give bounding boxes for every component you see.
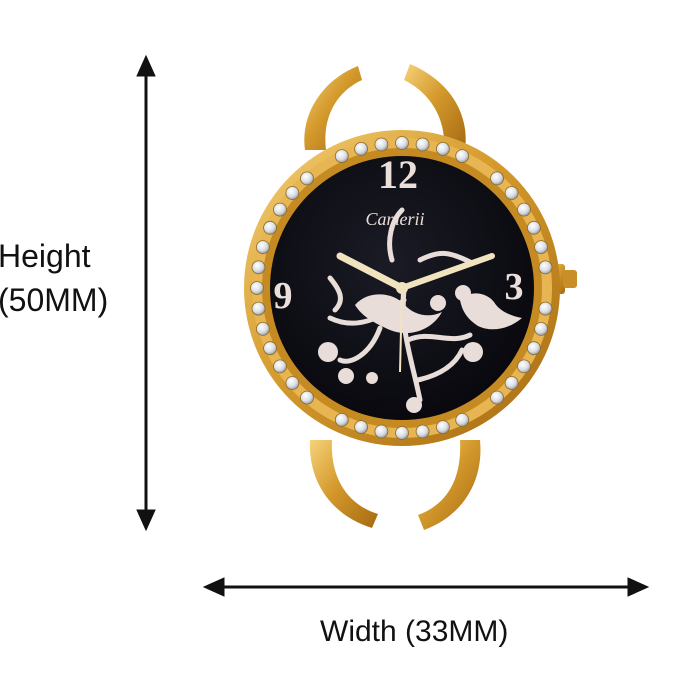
rhinestone — [538, 260, 553, 275]
rhinestone — [504, 376, 519, 390]
rhinestone — [527, 220, 541, 235]
watch-hands — [336, 252, 495, 373]
rhinestone — [300, 390, 314, 405]
height-label: Height (50MM) — [0, 240, 108, 328]
rhinestone — [285, 376, 300, 390]
rhinestone — [395, 136, 409, 150]
rhinestone — [415, 424, 430, 439]
rhinestone — [490, 390, 504, 405]
rhinestone — [455, 412, 470, 427]
rhinestone — [435, 141, 450, 156]
rhinestone — [374, 424, 389, 439]
rhinestone — [273, 202, 287, 217]
height-arrow — [136, 54, 156, 532]
bird-motif — [318, 207, 522, 413]
rhinestone — [504, 186, 519, 200]
rhinestone — [415, 137, 430, 152]
rhinestone — [534, 240, 548, 255]
rhinestone — [251, 260, 266, 275]
numeral-12: 12 — [378, 152, 418, 197]
width-label: Width (33MM) — [320, 615, 509, 648]
width-arrow — [202, 577, 650, 597]
rhinestone — [354, 420, 369, 435]
rhinestone — [334, 412, 349, 427]
rhinestone — [517, 202, 531, 217]
rhinestone — [490, 171, 504, 186]
height-label-line1: Height — [0, 238, 91, 274]
rhinestone — [300, 171, 314, 186]
rhinestone — [534, 321, 548, 336]
rhinestone — [395, 426, 409, 440]
rhinestone — [263, 341, 278, 356]
rhinestone — [374, 137, 389, 152]
numeral-9: 9 — [274, 275, 293, 317]
rhinestone — [334, 149, 349, 164]
rhinestone — [255, 321, 270, 336]
rhinestone — [255, 240, 270, 255]
rhinestone — [251, 301, 266, 316]
bangle-strap-top — [304, 64, 466, 150]
rhinestone — [250, 281, 264, 295]
rhinestone — [273, 359, 287, 374]
rhinestone — [435, 420, 450, 435]
rhinestone — [285, 186, 300, 200]
brand-logo-text: Camerii — [365, 209, 424, 229]
rhinestone — [455, 149, 470, 164]
numeral-3: 3 — [505, 266, 524, 308]
rhinestone — [527, 341, 541, 356]
bezel-stones — [250, 136, 553, 440]
rhinestone — [517, 359, 531, 374]
rhinestone — [354, 141, 369, 156]
height-label-line2: (50MM) — [0, 282, 109, 318]
watch-dial: 12 3 9 Camerii — [270, 152, 534, 420]
rhinestone — [263, 220, 278, 235]
rhinestone — [538, 301, 553, 316]
bangle-strap-bottom — [309, 440, 481, 530]
